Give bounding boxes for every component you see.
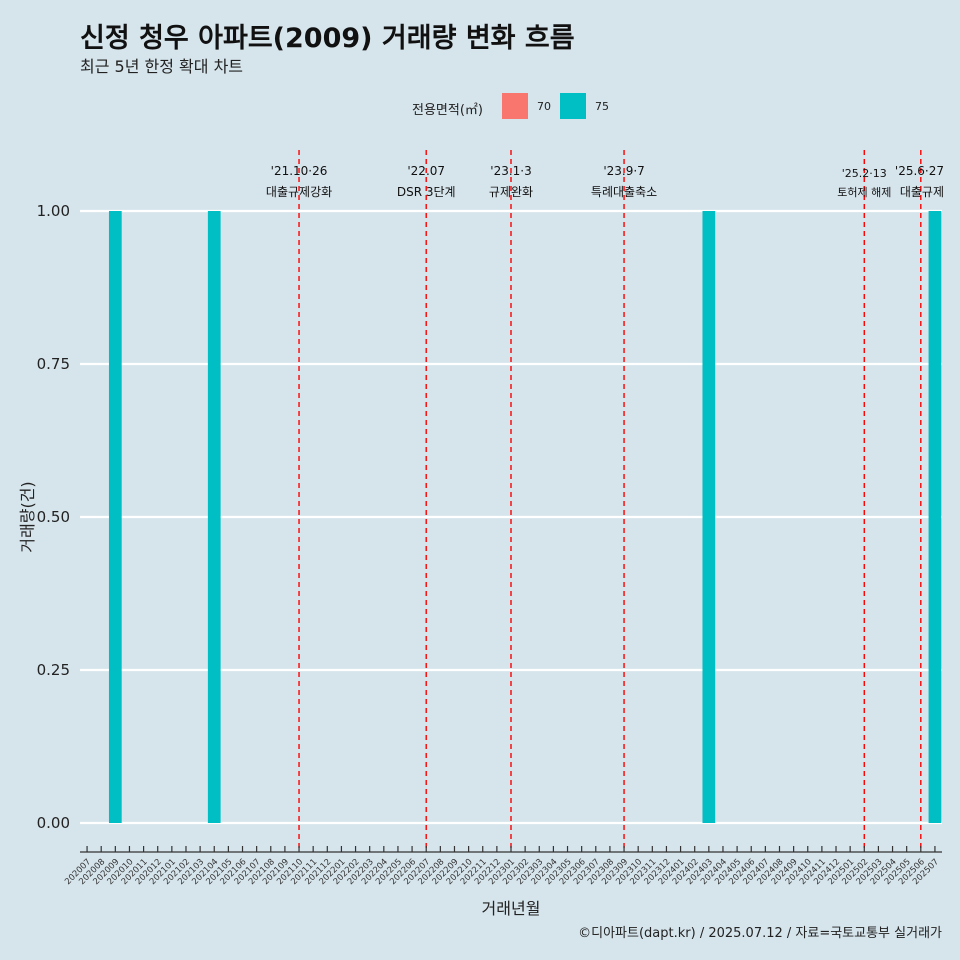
- annotation-label: 특례대출축소: [591, 185, 657, 199]
- bar: [702, 211, 716, 823]
- caption: ©디아파트(dapt.kr) / 2025.07.12 / 자료=국토교통부 실…: [578, 926, 942, 941]
- y-tick-label: 0.50: [37, 508, 70, 526]
- annotation-label: 대출규제: [900, 185, 944, 199]
- chart-subtitle: 최근 5년 한정 확대 차트: [80, 57, 244, 76]
- annotation-date: '25.6·27: [895, 164, 944, 178]
- y-tick-label: 1.00: [37, 202, 70, 220]
- legend-title: 전용면적(㎡): [412, 103, 483, 118]
- legend: 전용면적(㎡) 70 75: [0, 92, 960, 122]
- bar: [928, 211, 942, 823]
- bar: [108, 211, 122, 823]
- x-axis-title: 거래년월: [482, 899, 541, 918]
- y-tick-label: 0.00: [37, 814, 70, 832]
- annotation-date: '22.07: [407, 164, 445, 178]
- legend-key-75: [560, 93, 586, 119]
- chart-title: 신정 청우 아파트(2009) 거래량 변화 흐름: [80, 23, 575, 54]
- annotation-date: '23.9·7: [603, 164, 644, 178]
- y-axis-title: 거래량(건): [18, 481, 37, 552]
- annotation-label: 규제완화: [489, 185, 533, 199]
- annotation-date: '23.1·3: [490, 164, 531, 178]
- annotation-date: '25.2·13: [842, 167, 887, 180]
- legend-key-70: [502, 93, 528, 119]
- annotation-date: '21.10·26: [271, 164, 328, 178]
- annotation-label: 토허제 해제: [837, 185, 891, 199]
- annotation-label: 대출규제강화: [266, 185, 332, 199]
- bar: [207, 211, 221, 823]
- annotation-label: DSR 3단계: [397, 185, 456, 199]
- legend-label-70: 70: [537, 100, 551, 113]
- legend-label-75: 75: [595, 100, 609, 113]
- y-tick-label: 0.25: [37, 661, 70, 679]
- y-tick-label: 0.75: [37, 355, 70, 373]
